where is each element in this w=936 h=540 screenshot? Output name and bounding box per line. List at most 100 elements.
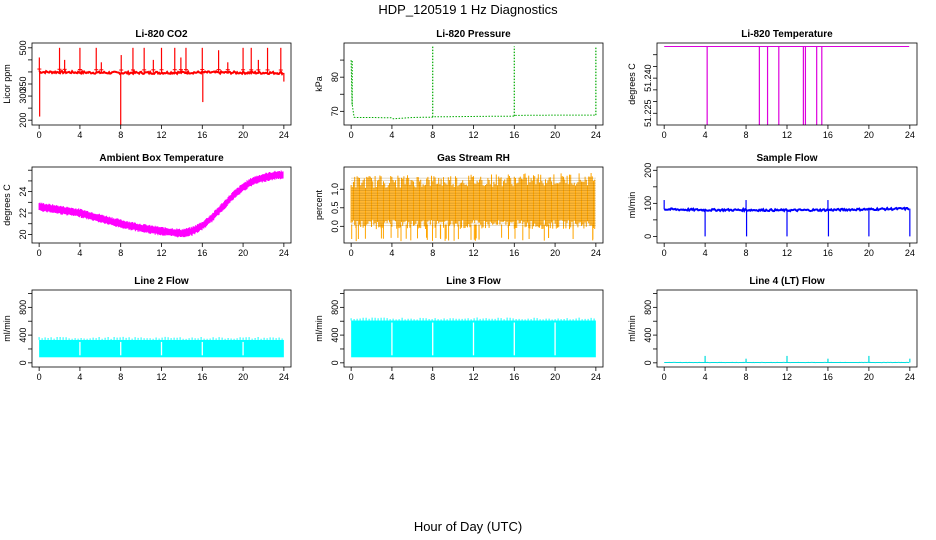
- temperature-xtick-label: 0: [662, 130, 667, 140]
- line4-xtick-label: 0: [662, 372, 667, 382]
- line4-ylabel: ml/min: [627, 315, 637, 342]
- panel-rh: 0 4 8 12 16 20 24 0.0 0.5 1.0 Gas Stream RH percent: [314, 153, 604, 258]
- ambient-xtick-label: 8: [118, 248, 123, 258]
- rh-plot-area: [350, 173, 596, 242]
- co2-xtick-label: 24: [279, 130, 289, 140]
- co2-plot-area: [37, 47, 285, 125]
- line3-title: Line 3 Flow: [446, 276, 501, 287]
- temperature-title: Li-820 Temperature: [741, 29, 833, 40]
- figure-title: HDP_120519 1 Hz Diagnostics: [378, 2, 558, 17]
- line2-ylabel: ml/min: [2, 315, 12, 342]
- pressure-ytick-label: 70: [330, 106, 340, 116]
- pressure-xtick-label: 8: [430, 130, 435, 140]
- ambient-xtick-label: 4: [77, 248, 82, 258]
- line3-ytick-label: 400: [330, 328, 340, 343]
- temperature-xtick-label: 20: [864, 130, 874, 140]
- panel-sample: 0 4 8 12 16 20 24 0 100 200 Sample Flow ml/min: [627, 153, 918, 258]
- line2-xtick-label: 16: [197, 372, 207, 382]
- ambient-plot-area: [38, 170, 284, 238]
- panel-temperature: 0 4 8 12 16 20 24 51.225 51.240 Li-820 Temperatur…: [627, 29, 918, 140]
- line3-ytick-label: 0: [330, 360, 340, 365]
- rh-series: [350, 173, 596, 230]
- ambient-ytick-label: 20: [18, 229, 28, 239]
- line3-xtick-label: 16: [509, 372, 519, 382]
- temperature-plot-area: [664, 46, 910, 125]
- rh-ylabel: percent: [314, 189, 324, 220]
- rh-ytick-label: 1.0: [330, 183, 340, 196]
- pressure-xtick-label: 0: [349, 130, 354, 140]
- co2-xtick-label: 8: [118, 130, 123, 140]
- line3-ylabel: ml/min: [314, 315, 324, 342]
- line2-ytick-label: 0: [18, 360, 28, 365]
- ambient-xtick-label: 0: [37, 248, 42, 258]
- sample-xtick-label: 12: [782, 248, 792, 258]
- rh-xtick-label: 8: [430, 248, 435, 258]
- sample-series: [663, 206, 910, 213]
- temperature-xtick-label: 24: [905, 130, 915, 140]
- panel-line2: 0 4 8 12 16 20 24 0 400 800 Line 2 Flow ml/min: [2, 276, 292, 382]
- ambient-series: [38, 170, 284, 238]
- panel-pressure: 0 4 8 12 16 20 24 70 80 Li-820 Pressure kPa: [314, 29, 604, 140]
- sample-xtick-label: 8: [744, 248, 749, 258]
- rh-title: Gas Stream RH: [437, 153, 510, 164]
- panel-line3: 0 4 8 12 16 20 24 0 400 800 Line 3 Flow ml/min: [314, 276, 604, 382]
- panel-line4: 0 4 8 12 16 20 24 0 400 800 Line 4 (LT) Flow ml/min: [627, 276, 918, 382]
- temperature-xtick-label: 12: [782, 130, 792, 140]
- rh-xtick-label: 4: [389, 248, 394, 258]
- line4-ytick-label: 800: [643, 300, 653, 315]
- pressure-ytick-label: 80: [330, 72, 340, 82]
- pressure-xtick-label: 16: [509, 130, 519, 140]
- line2-title: Line 2 Flow: [134, 276, 189, 287]
- line4-xtick-label: 16: [823, 372, 833, 382]
- co2-xtick-label: 0: [37, 130, 42, 140]
- co2-ylabel: Licor ppm: [2, 64, 12, 104]
- line3-xtick-label: 24: [591, 372, 601, 382]
- ambient-xtick-label: 16: [197, 248, 207, 258]
- co2-xtick-label: 20: [238, 130, 248, 140]
- line2-noise: [38, 336, 283, 340]
- line3-xtick-label: 8: [430, 372, 435, 382]
- sample-xtick-label: 16: [823, 248, 833, 258]
- rh-dips: [351, 224, 594, 242]
- co2-ytick-label: 200: [18, 113, 28, 128]
- figure-xlabel: Hour of Day (UTC): [414, 519, 522, 534]
- ambient-ytick-label: 22: [18, 208, 28, 218]
- pressure-series: [350, 60, 596, 120]
- temperature-ytick-label: 51.240: [643, 64, 653, 92]
- line4-ytick-label: 0: [643, 360, 653, 365]
- pressure-frame: [343, 42, 604, 126]
- rh-xtick-label: 16: [509, 248, 519, 258]
- ambient-ylabel: degrees C: [2, 184, 12, 226]
- temperature-xtick-label: 4: [703, 130, 708, 140]
- rh-xtick-label: 24: [591, 248, 601, 258]
- line4-xtick-label: 8: [744, 372, 749, 382]
- co2-xtick-label: 12: [156, 130, 166, 140]
- line2-xtick-label: 24: [279, 372, 289, 382]
- line3-noise: [350, 317, 595, 321]
- sample-title: Sample Flow: [756, 153, 817, 164]
- pressure-xtick-label: 4: [389, 130, 394, 140]
- rh-xtick-label: 0: [349, 248, 354, 258]
- line2-xtick-label: 0: [37, 372, 42, 382]
- line4-frame: [656, 289, 918, 368]
- line3-xtick-label: 4: [389, 372, 394, 382]
- sample-ytick-label: 200: [643, 163, 653, 178]
- line3-ytick-label: 800: [330, 300, 340, 315]
- line4-ytick-label: 400: [643, 328, 653, 343]
- line3-xtick-label: 20: [550, 372, 560, 382]
- line2-xtick-label: 20: [238, 372, 248, 382]
- line3-xtick-label: 12: [468, 372, 478, 382]
- panel-ambient: 0 4 8 12 16 20 24 20 22 24 Ambient Box Temperature…: [2, 153, 292, 258]
- sample-xtick-label: 20: [864, 248, 874, 258]
- temperature-xtick-label: 16: [823, 130, 833, 140]
- rh-xtick-label: 12: [468, 248, 478, 258]
- line4-xtick-label: 12: [782, 372, 792, 382]
- sample-ylabel: ml/min: [627, 192, 637, 219]
- pressure-title: Li-820 Pressure: [436, 29, 511, 40]
- ambient-xtick-label: 20: [238, 248, 248, 258]
- sample-xtick-label: 4: [703, 248, 708, 258]
- sample-ytick-label: 100: [643, 196, 653, 211]
